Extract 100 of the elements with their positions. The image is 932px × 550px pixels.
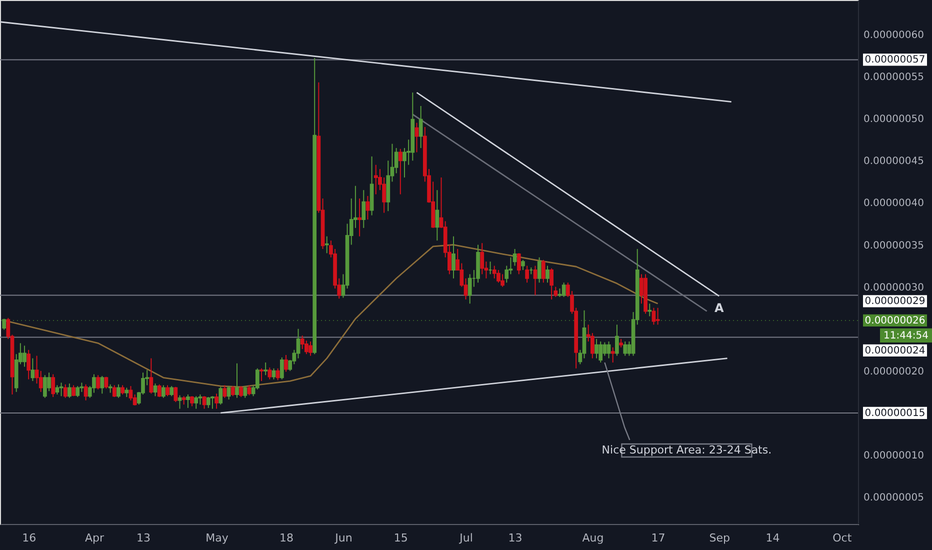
candlestick bbox=[656, 307, 660, 326]
candlestick bbox=[198, 394, 202, 406]
candlestick bbox=[51, 374, 56, 398]
y-tick-label: 0.00000050 bbox=[864, 114, 924, 126]
x-tick-label: 15 bbox=[394, 532, 408, 544]
candlestick bbox=[264, 362, 268, 376]
ref-line-label: 0.00000015 bbox=[864, 408, 926, 419]
candlestick bbox=[516, 252, 521, 275]
candlestick bbox=[308, 340, 312, 356]
candlestick bbox=[222, 384, 227, 398]
candlestick bbox=[68, 383, 72, 398]
candlestick bbox=[452, 236, 456, 279]
candlestick bbox=[358, 198, 362, 237]
candlestick bbox=[602, 342, 607, 356]
candlestick bbox=[280, 356, 284, 380]
x-tick-label: May bbox=[206, 532, 229, 544]
candlestick bbox=[230, 386, 235, 397]
candlestick bbox=[34, 355, 39, 384]
candlestick bbox=[22, 345, 26, 368]
candlestick bbox=[30, 358, 35, 382]
candlestick bbox=[500, 274, 504, 288]
candlestick bbox=[652, 307, 656, 326]
ref-line-label: 0.00000029 bbox=[864, 296, 926, 308]
candlestick bbox=[76, 386, 80, 398]
candlestick bbox=[260, 368, 264, 382]
candlestick bbox=[149, 358, 154, 394]
ref-line-label: 0.00000026 bbox=[864, 315, 926, 326]
candlestick bbox=[116, 384, 120, 398]
candlestick bbox=[496, 269, 500, 284]
x-tick-label: 17 bbox=[651, 532, 666, 544]
candlestick bbox=[546, 265, 550, 284]
candlestick bbox=[366, 195, 370, 220]
candlestick bbox=[468, 274, 472, 304]
y-tick-label: 0.00000055 bbox=[864, 72, 924, 84]
candlestick bbox=[206, 396, 210, 408]
candlestick bbox=[120, 384, 124, 395]
text: 11:44:54 bbox=[884, 330, 928, 342]
candlestick bbox=[594, 338, 598, 359]
candlestick bbox=[508, 256, 513, 275]
candlestick bbox=[157, 384, 162, 398]
candlestick bbox=[374, 164, 378, 195]
candlestick bbox=[418, 105, 423, 149]
candlestick bbox=[174, 386, 178, 403]
candlestick bbox=[296, 328, 300, 359]
candlestick bbox=[214, 393, 218, 410]
y-tick-label: 0.00000010 bbox=[864, 450, 924, 462]
x-tick-label: 16 bbox=[22, 532, 36, 544]
candlestick bbox=[512, 248, 517, 266]
y-tick-label: 0.00000035 bbox=[864, 240, 924, 252]
x-tick-label: Oct bbox=[832, 532, 852, 544]
ref-line-label: 0.00000057 bbox=[864, 54, 926, 66]
candlestick bbox=[276, 368, 280, 381]
candlestick bbox=[623, 340, 628, 356]
candlestick bbox=[284, 354, 288, 372]
candlestick bbox=[362, 190, 366, 228]
candlestick bbox=[562, 282, 566, 298]
candlestick bbox=[610, 346, 615, 364]
candlestick bbox=[243, 386, 248, 398]
candlestick bbox=[178, 394, 182, 410]
x-tick-label: Sep bbox=[709, 532, 730, 544]
candlestick bbox=[521, 259, 525, 270]
candlestick bbox=[26, 349, 31, 380]
candlestick bbox=[272, 368, 276, 380]
candlestick bbox=[324, 236, 329, 254]
candlestick bbox=[239, 386, 243, 398]
candlestick bbox=[112, 384, 116, 398]
y-tick-label: 0.00000005 bbox=[864, 492, 924, 504]
candlestick bbox=[194, 396, 198, 410]
candlestick bbox=[55, 384, 60, 395]
y-tick-label: 0.00000040 bbox=[864, 198, 924, 210]
candlestick bbox=[435, 190, 440, 242]
candlestick bbox=[63, 384, 68, 398]
candlestick bbox=[186, 394, 190, 408]
candlestick bbox=[132, 394, 137, 406]
candlestick bbox=[162, 384, 166, 398]
candlestick bbox=[235, 362, 239, 398]
candlestick bbox=[480, 242, 484, 275]
candlestick bbox=[492, 265, 496, 279]
candlestick bbox=[202, 396, 206, 410]
candlestick bbox=[648, 303, 652, 317]
x-tick-label: Aug bbox=[582, 532, 604, 544]
x-tick-label: 18 bbox=[280, 532, 294, 544]
candlestick bbox=[166, 384, 170, 397]
ref-line-label: 0.00000024 bbox=[864, 345, 926, 356]
candlestick bbox=[100, 375, 104, 394]
candlestick bbox=[394, 148, 398, 174]
x-tick-label: Jun bbox=[334, 532, 352, 544]
candlestick bbox=[170, 386, 174, 397]
x-tick-label: Jul bbox=[458, 532, 473, 544]
candlestick bbox=[226, 386, 231, 400]
candlestick bbox=[124, 387, 129, 398]
y-tick-label: 0.00000030 bbox=[864, 282, 924, 294]
candlestick bbox=[606, 340, 611, 359]
y-tick-label: 0.00000060 bbox=[864, 30, 924, 41]
candlestick bbox=[598, 340, 603, 364]
candlestick bbox=[537, 256, 542, 284]
y-tick-label: 0.00000020 bbox=[864, 366, 924, 378]
candlestick bbox=[533, 265, 538, 296]
candlestick bbox=[84, 384, 88, 401]
annotation: A bbox=[714, 301, 724, 316]
